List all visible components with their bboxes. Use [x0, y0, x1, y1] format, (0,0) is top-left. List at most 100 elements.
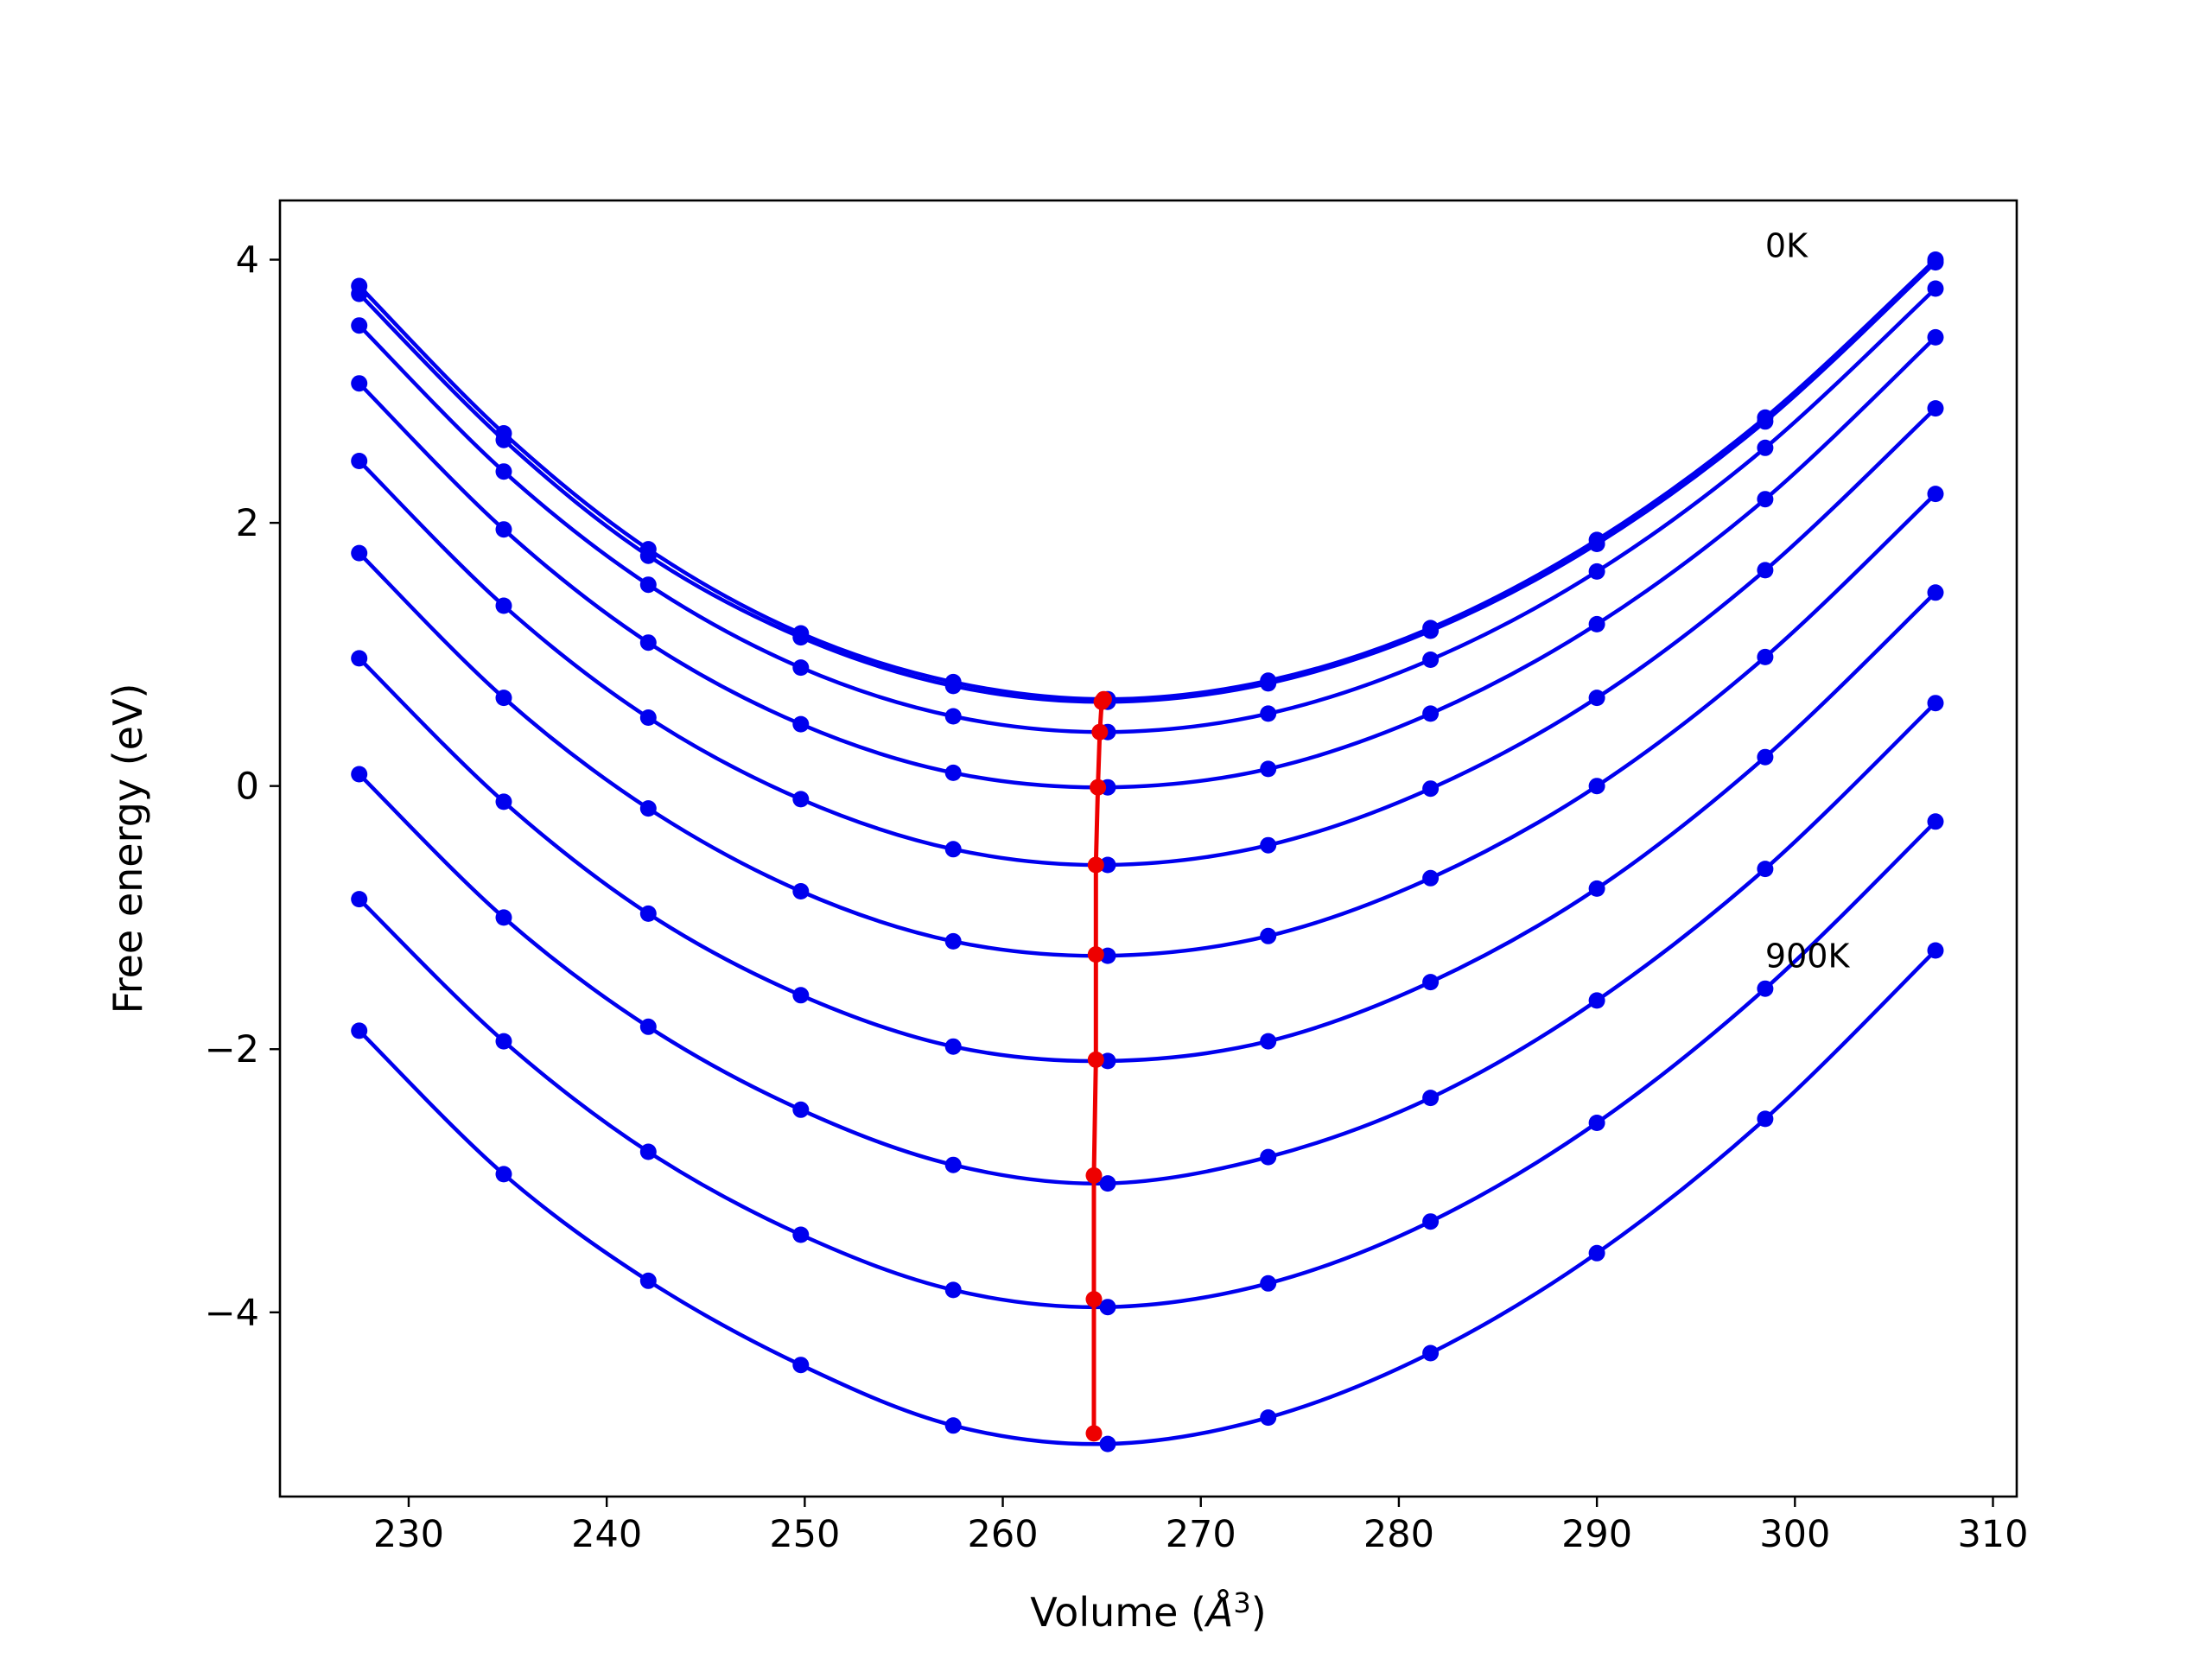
series-9-line [358, 949, 1937, 1446]
series-6-point [1099, 1052, 1116, 1070]
temperature-annotation: 0K [1765, 226, 1808, 264]
minimum-point [1090, 779, 1107, 796]
series-8-point [944, 1281, 962, 1299]
series-9-point [1260, 1409, 1277, 1427]
series-7-point [351, 766, 368, 783]
series-7-point [1260, 1148, 1277, 1166]
series-1-point [639, 547, 657, 564]
series-4-point [944, 841, 962, 858]
series-9-point [495, 1166, 512, 1183]
series-9-point [944, 1417, 962, 1434]
series-4-point [1099, 856, 1116, 874]
series-5-point [1260, 927, 1277, 944]
x-axis-label-exponent: 3 [1233, 1586, 1250, 1619]
series-1-point [1260, 675, 1277, 692]
series-8-point [639, 1143, 657, 1160]
temperature-annotation: 900K [1765, 938, 1851, 976]
y-tick-label: 2 [236, 502, 259, 545]
series-9-point [1422, 1344, 1440, 1362]
series-9-point [1757, 1110, 1774, 1128]
minimum-point [1085, 1291, 1103, 1308]
plot-frame [278, 199, 2018, 1498]
series-8-point [351, 891, 368, 908]
series-1-point [495, 431, 512, 448]
series-7-point [1422, 1090, 1440, 1107]
series-5-point [792, 883, 810, 899]
x-axis-label-close: ) [1251, 1589, 1267, 1636]
series-3-point [1757, 491, 1774, 508]
series-6-point [944, 1038, 962, 1055]
series-5-point [944, 932, 962, 950]
series-6-point [1757, 748, 1774, 766]
series-9-point [639, 1272, 657, 1289]
series-2-point [495, 463, 512, 480]
series-6-point [1260, 1033, 1277, 1050]
series-7-point [495, 909, 512, 926]
series-2-point [1588, 563, 1605, 580]
minimum-point [1087, 856, 1104, 874]
minimum-path [1085, 690, 1112, 1442]
series-5-point [1588, 778, 1605, 795]
minimum-point [1093, 693, 1110, 710]
series-2-point [351, 317, 368, 334]
minimum-point [1085, 1425, 1103, 1442]
x-tick-label: 230 [373, 1513, 444, 1556]
series-3-point [1927, 328, 1944, 346]
series-1-point [351, 285, 368, 302]
series-5-point [1757, 648, 1774, 665]
series-5-point [1927, 486, 1944, 503]
x-tick-label: 280 [1363, 1513, 1434, 1556]
series-6-point [1422, 974, 1440, 991]
y-axis-label: Free energy (eV) [105, 683, 151, 1014]
x-tick-label: 240 [571, 1513, 642, 1556]
series-3-point [351, 375, 368, 392]
minimum-path-line [1091, 697, 1106, 1433]
series-9-point [1099, 1435, 1116, 1452]
series-6-point [639, 905, 657, 922]
series-5-point [1422, 869, 1440, 887]
series-3-point [1260, 760, 1277, 778]
annotations: 0K 900K [1765, 226, 1851, 975]
y-tick-label: −2 [205, 1028, 259, 1071]
series-2-point [1422, 652, 1440, 668]
minimum-point [1087, 1051, 1104, 1068]
series-7-point [1927, 695, 1944, 712]
series-3-point [944, 764, 962, 781]
series-3-point [639, 634, 657, 652]
series-8-point [1757, 980, 1774, 997]
x-tick-label: 310 [1957, 1513, 2028, 1556]
series-8-point [1422, 1213, 1440, 1230]
series-7-point [792, 1101, 810, 1118]
series-2-point [1927, 280, 1944, 297]
x-axis-label: Volume (Å3) [1030, 1586, 1266, 1636]
x-tick-label: 260 [968, 1513, 1039, 1556]
series-5-point [495, 690, 512, 707]
x-tick-label: 290 [1561, 1513, 1632, 1556]
minimum-point [1087, 946, 1104, 963]
series-4-point [1757, 562, 1774, 579]
x-tick-label: 270 [1166, 1513, 1236, 1556]
series-1-point [1588, 536, 1605, 552]
series-2-point [944, 708, 962, 725]
series-6-point [792, 987, 810, 1004]
y-axis-ticks: −4 −2 0 2 4 [205, 239, 280, 1335]
series-4-point [351, 453, 368, 469]
series-1-point [1757, 413, 1774, 430]
series-9-point [792, 1357, 810, 1374]
series-3-point [1422, 705, 1440, 722]
series-8-point [792, 1226, 810, 1243]
series-9-point [1588, 1244, 1605, 1262]
series-5-point [639, 800, 657, 817]
series-9-point [1927, 942, 1944, 959]
series-2-point [1260, 705, 1277, 722]
series-4-point [495, 597, 512, 614]
series-3-point [792, 715, 810, 733]
y-tick-label: 0 [236, 766, 259, 809]
x-tick-label: 300 [1759, 1513, 1830, 1556]
series-5-point [1099, 947, 1116, 964]
series-1-point [792, 629, 810, 646]
x-tick-label: 250 [769, 1513, 840, 1556]
series-1-point [944, 677, 962, 695]
series-8-point [1588, 1115, 1605, 1131]
